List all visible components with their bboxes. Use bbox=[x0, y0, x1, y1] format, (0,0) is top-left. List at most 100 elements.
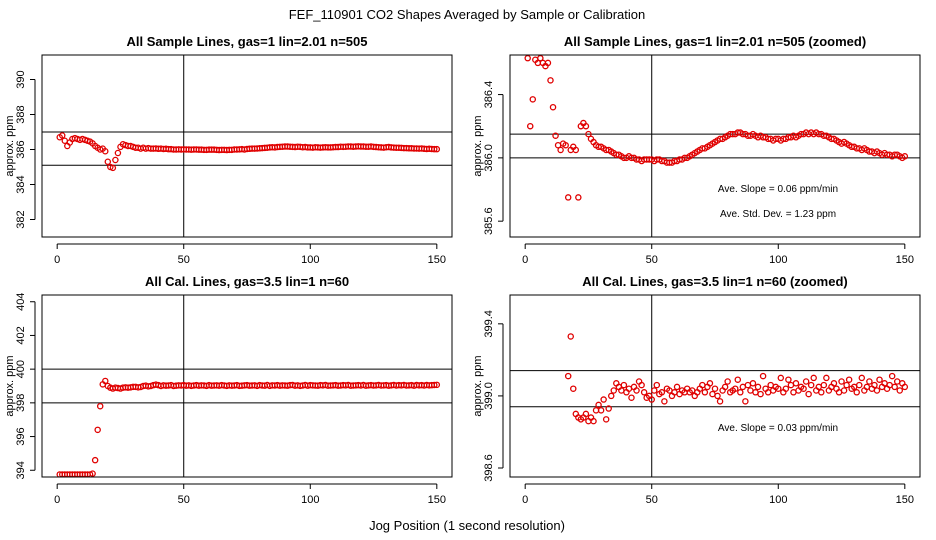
data-point bbox=[648, 396, 655, 403]
data-point bbox=[91, 456, 99, 464]
data-point bbox=[830, 380, 838, 387]
data-point bbox=[94, 426, 101, 434]
x-tick-label: 0 bbox=[54, 254, 60, 266]
data-point bbox=[782, 385, 790, 392]
data-point bbox=[89, 470, 96, 477]
x-tick-label: 150 bbox=[896, 494, 914, 506]
y-tick-label: 385.6 bbox=[483, 207, 495, 235]
data-point bbox=[856, 381, 863, 389]
panel-title: All Sample Lines, gas=1 lin=2.01 n=505 (… bbox=[564, 34, 866, 49]
y-tick-label: 388 bbox=[15, 105, 27, 123]
figure-xlabel: Jog Position (1 second resolution) bbox=[369, 518, 565, 533]
panels: All Sample Lines, gas=1 lin=2.01 n=505 0 5… bbox=[4, 34, 921, 506]
data-point bbox=[564, 372, 572, 380]
x-tick-label: 50 bbox=[646, 254, 658, 266]
data-point bbox=[845, 376, 853, 383]
panel-4: All Cal. Lines, gas=3.5 lin=1 n=60 (zoom… bbox=[472, 274, 921, 506]
panel-title: All Cal. Lines, gas=3.5 lin=1 n=60 (zoom… bbox=[582, 274, 848, 289]
data-point bbox=[433, 145, 441, 153]
x-tick-label: 0 bbox=[522, 494, 528, 506]
y-axis: 394 396 398 400 402 404 bbox=[15, 293, 36, 479]
annotation-note: Ave. Slope = 0.06 ppm/min bbox=[718, 184, 838, 195]
data-point bbox=[818, 389, 825, 396]
plot-frame bbox=[41, 54, 453, 238]
data-series bbox=[564, 333, 909, 425]
data-point bbox=[544, 59, 552, 67]
data-point bbox=[658, 389, 666, 396]
x-tick-label: 150 bbox=[428, 254, 446, 266]
data-point bbox=[620, 381, 628, 389]
figure-title: FEF_110901 CO2 Shapes Averaged by Sample… bbox=[289, 7, 646, 22]
data-point bbox=[582, 122, 590, 130]
data-point bbox=[901, 153, 909, 160]
x-tick-label: 0 bbox=[54, 494, 60, 506]
x-axis: 0 50 100 150 bbox=[54, 483, 446, 506]
data-point bbox=[595, 401, 602, 409]
panel-1: All Sample Lines, gas=1 lin=2.01 n=505 0 5… bbox=[4, 34, 453, 266]
data-point bbox=[562, 141, 569, 149]
y-tick-label: 404 bbox=[15, 293, 27, 311]
data-point bbox=[714, 392, 721, 400]
data-point bbox=[552, 132, 559, 139]
panel-2: All Sample Lines, gas=1 lin=2.01 n=505 (… bbox=[472, 34, 921, 266]
data-point bbox=[564, 194, 572, 201]
data-point bbox=[901, 383, 909, 391]
data-point bbox=[716, 398, 724, 405]
y-tick-label: 399.0 bbox=[483, 382, 495, 410]
x-tick-label: 50 bbox=[646, 494, 658, 506]
data-point bbox=[802, 378, 810, 385]
plot-frame bbox=[509, 54, 921, 238]
data-point bbox=[653, 381, 661, 389]
data-point bbox=[840, 387, 848, 394]
data-point bbox=[853, 389, 860, 396]
data-point bbox=[524, 55, 531, 62]
data-point bbox=[102, 377, 109, 385]
y-tick-label: 382 bbox=[15, 210, 27, 228]
data-point bbox=[567, 333, 574, 340]
y-axis-label: approx. ppm bbox=[4, 355, 16, 416]
data-point bbox=[896, 387, 904, 394]
data-point bbox=[628, 394, 635, 401]
data-point bbox=[549, 103, 557, 111]
x-tick-label: 150 bbox=[428, 494, 446, 506]
data-point bbox=[810, 374, 817, 382]
data-point bbox=[820, 381, 828, 389]
data-point bbox=[547, 77, 554, 84]
data-point bbox=[610, 387, 618, 394]
y-axis: 398.6 399.0 399.4 bbox=[483, 310, 504, 482]
data-point bbox=[866, 378, 873, 385]
x-axis: 0 50 100 150 bbox=[522, 483, 914, 506]
data-point bbox=[575, 194, 582, 201]
data-point bbox=[706, 380, 714, 387]
data-point bbox=[805, 390, 812, 398]
data-point bbox=[721, 383, 729, 391]
y-tick-label: 386 bbox=[15, 140, 27, 158]
data-point bbox=[871, 381, 878, 389]
data-point bbox=[800, 385, 807, 392]
data-point bbox=[114, 149, 122, 157]
data-point bbox=[737, 389, 744, 396]
y-axis-label: approx. ppm bbox=[472, 115, 484, 176]
data-point bbox=[823, 374, 830, 382]
x-tick-label: 50 bbox=[178, 494, 190, 506]
annotation-note: Ave. Slope = 0.03 ppm/min bbox=[718, 423, 838, 434]
data-point bbox=[537, 55, 544, 62]
y-tick-label: 400 bbox=[15, 360, 27, 378]
y-tick-label: 386.4 bbox=[483, 81, 495, 109]
x-axis: 0 50 100 150 bbox=[54, 243, 446, 266]
data-point bbox=[757, 390, 764, 398]
x-tick-label: 150 bbox=[896, 254, 914, 266]
y-axis-label: approx. ppm bbox=[472, 355, 484, 416]
data-point bbox=[873, 387, 881, 394]
y-tick-label: 398 bbox=[15, 394, 27, 412]
x-axis: 0 50 100 150 bbox=[522, 243, 914, 266]
data-point bbox=[785, 376, 792, 383]
data-point bbox=[858, 374, 866, 382]
plot-frame bbox=[41, 294, 453, 478]
data-point bbox=[102, 147, 109, 155]
data-point bbox=[661, 398, 668, 405]
x-tick-label: 100 bbox=[769, 494, 787, 506]
data-point bbox=[777, 374, 785, 382]
data-series bbox=[524, 55, 909, 201]
